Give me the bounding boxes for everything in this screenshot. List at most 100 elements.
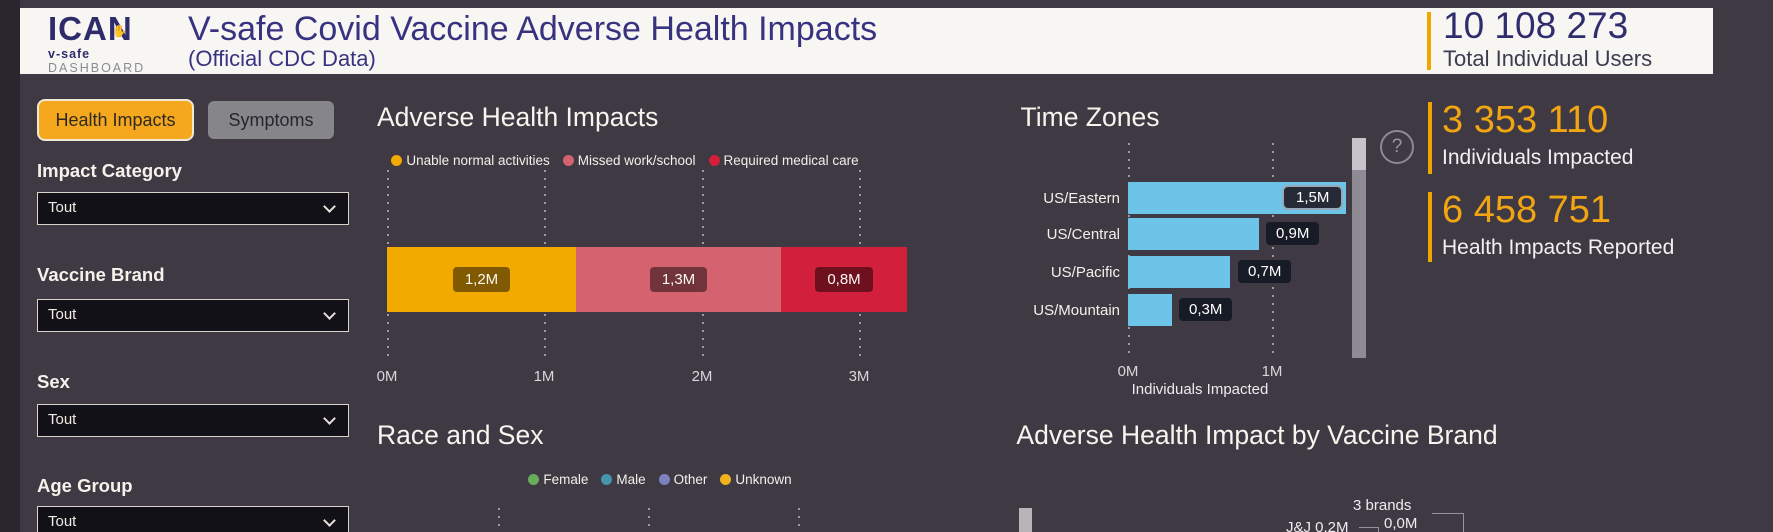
- value-label: 1,3M: [649, 267, 708, 292]
- tz-axis-title: Individuals Impacted: [1131, 381, 1269, 398]
- chevron-down-icon: [323, 307, 336, 320]
- total-users-value: 10 108 273: [1443, 5, 1629, 46]
- sex-dropdown[interactable]: Tout: [37, 404, 349, 437]
- vaccine-brand-value: Tout: [48, 306, 77, 323]
- tab-symptoms[interactable]: Symptoms: [208, 101, 334, 139]
- legend-dot: [562, 155, 574, 166]
- vaccine-brand-title: Adverse Health Impact by Vaccine Brand: [1016, 420, 1498, 450]
- value-label: 0,7M: [1238, 260, 1292, 283]
- legend-label: Male: [616, 472, 646, 487]
- legend-item-unable[interactable]: Unable normal activities: [391, 153, 550, 168]
- chevron-down-icon: [323, 412, 336, 425]
- pie-connector-line: [1432, 513, 1464, 514]
- x-tick: 0M: [376, 368, 398, 385]
- legend-dot: [528, 474, 540, 485]
- tz-scrollbar-thumb[interactable]: [1352, 138, 1366, 170]
- race-and-sex-title: Race and Sex: [377, 420, 544, 450]
- time-zones-title: Time Zones: [1020, 102, 1160, 132]
- logo-vsafe: v-safe: [48, 47, 91, 61]
- app-header: ICAN ✋ v-safe DASHBOARD V-safe Covid Vac…: [20, 5, 1713, 76]
- page-subtitle: (Official CDC Data): [188, 46, 376, 71]
- filter-label-impact-category: Impact Category: [37, 160, 182, 181]
- vaccine-brand-dropdown[interactable]: Tout: [37, 299, 349, 332]
- tz-category-label: US/Pacific: [1050, 264, 1120, 281]
- legend-label: Missed work/school: [577, 153, 696, 168]
- pie-label-jj: J&J 0,2M: [1286, 519, 1349, 532]
- legend-dot: [708, 155, 720, 166]
- tab-health-impacts[interactable]: Health Impacts: [37, 99, 194, 141]
- legend-item-female[interactable]: Female: [528, 472, 588, 487]
- pie-connector-line: [1359, 527, 1379, 528]
- logo-wordmark: ICAN: [48, 10, 133, 47]
- legend-label: Required medical care: [723, 153, 859, 168]
- gridline: [498, 508, 500, 532]
- health-impacts-reported-value: 6 458 751: [1442, 189, 1612, 231]
- value-label: 0,9M: [1266, 222, 1320, 245]
- legend-dot: [391, 155, 403, 166]
- page-title: V-safe Covid Vaccine Adverse Health Impa…: [188, 10, 878, 48]
- tz-bar-pacific[interactable]: [1128, 256, 1230, 288]
- individuals-impacted-label: Individuals Impacted: [1442, 146, 1634, 169]
- pie-label-3-brands: 3 brands: [1353, 497, 1412, 514]
- tz-category-label: US/Central: [1046, 226, 1120, 243]
- legend-label: Unable normal activities: [406, 153, 550, 168]
- hand-icon: ✋: [112, 24, 127, 38]
- adverse-health-impacts-title: Adverse Health Impacts: [377, 102, 659, 132]
- pie-connector-line: [1378, 527, 1379, 532]
- tz-bar-mountain[interactable]: [1128, 294, 1172, 326]
- x-tick: 3M: [848, 368, 870, 385]
- logo-dashboard: DASHBOARD: [48, 61, 146, 75]
- bar-segment-unable[interactable]: 1,2M: [387, 247, 576, 312]
- legend-label: Other: [673, 472, 708, 487]
- help-icon[interactable]: ?: [1380, 130, 1414, 164]
- x-tick: 0M: [1117, 363, 1139, 380]
- legend-dot: [601, 474, 613, 485]
- ahi-legend: Unable normal activities Missed work/sch…: [345, 153, 905, 168]
- bar-segment-missed[interactable]: 1,3M: [576, 247, 781, 312]
- legend-item-medical[interactable]: Required medical care: [708, 153, 859, 168]
- race-sex-legend: Female Male Other Unknown: [340, 472, 980, 487]
- age-group-value: Tout: [48, 513, 77, 530]
- pie-label-00m: 0,0M: [1384, 515, 1418, 532]
- legend-item-unknown[interactable]: Unknown: [720, 472, 792, 487]
- filter-label-age-group: Age Group: [37, 475, 133, 496]
- ican-logo: ICAN ✋ v-safe DASHBOARD: [48, 10, 188, 76]
- legend-item-missed[interactable]: Missed work/school: [562, 153, 696, 168]
- tz-bar-central[interactable]: [1128, 218, 1259, 250]
- value-label: 1,2M: [452, 267, 511, 292]
- tz-category-label: US/Eastern: [1043, 190, 1120, 207]
- value-label: 0,8M: [815, 267, 873, 292]
- tz-scrollbar[interactable]: [1352, 138, 1366, 358]
- stacked-bar: 1,2M 1,3M 0,8M: [387, 247, 907, 312]
- bar-segment-medical[interactable]: 0,8M: [781, 247, 907, 312]
- left-edge-strip: [0, 0, 20, 532]
- individuals-impacted-value: 3 353 110: [1442, 99, 1609, 141]
- sex-value: Tout: [48, 411, 77, 428]
- chevron-down-icon: [323, 514, 336, 527]
- gridline: [648, 508, 650, 532]
- x-tick: 2M: [691, 368, 713, 385]
- legend-label: Unknown: [735, 472, 792, 487]
- legend-item-male[interactable]: Male: [601, 472, 646, 487]
- impact-category-value: Tout: [48, 199, 77, 216]
- x-tick: 1M: [1261, 363, 1283, 380]
- value-label: 1,5M: [1282, 185, 1344, 210]
- gridline: [798, 508, 800, 532]
- health-impacts-reported-label: Health Impacts Reported: [1442, 236, 1675, 259]
- legend-item-other[interactable]: Other: [658, 472, 708, 487]
- gridline: [1272, 143, 1274, 355]
- pie-connector-line: [1463, 513, 1464, 532]
- total-users-label: Total Individual Users: [1443, 46, 1653, 71]
- impact-category-dropdown[interactable]: Tout: [37, 192, 349, 225]
- filter-label-sex: Sex: [37, 371, 70, 392]
- logo-subtitle: v-safe DASHBOARD: [48, 47, 188, 75]
- vaccine-brand-scrollbar-thumb[interactable]: [1019, 508, 1032, 532]
- legend-dot: [658, 474, 670, 485]
- tz-category-label: US/Mountain: [1033, 302, 1120, 319]
- legend-dot: [720, 474, 732, 485]
- kpi-accent-bar: [1428, 102, 1432, 174]
- chevron-down-icon: [323, 200, 336, 213]
- kpi-accent-bar: [1428, 192, 1432, 262]
- age-group-dropdown[interactable]: Tout: [37, 506, 349, 532]
